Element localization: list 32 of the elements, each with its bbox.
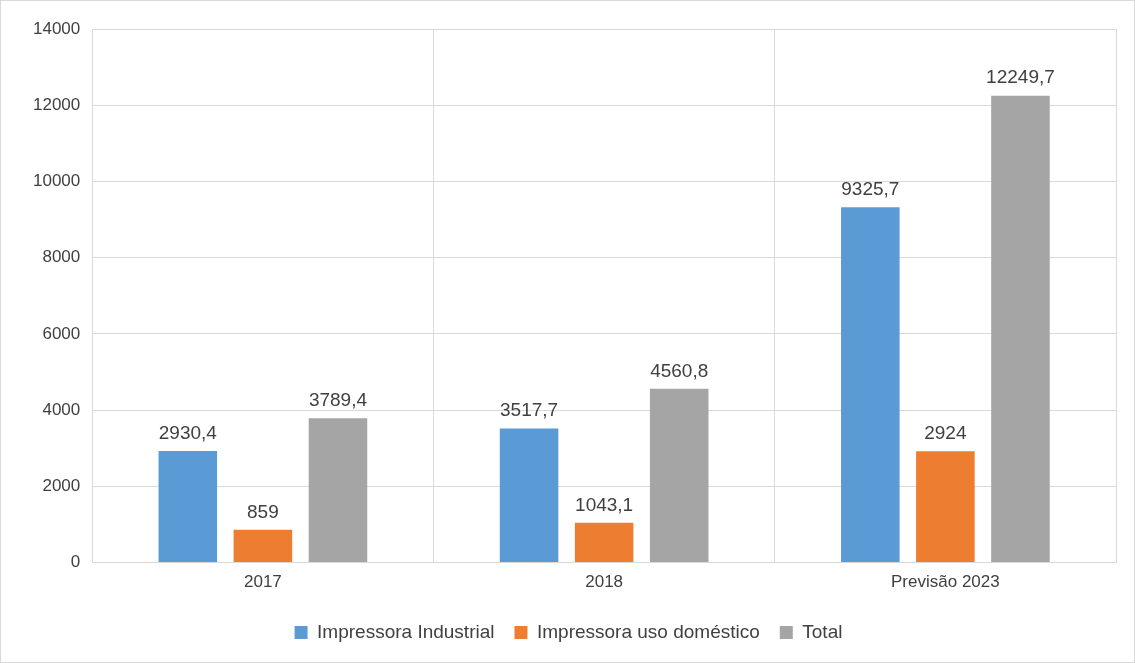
- y-tick-label: 2000: [42, 476, 81, 496]
- x-tick-label: Previsão 2023: [891, 572, 1000, 592]
- bar: [499, 428, 559, 563]
- data-label: 3789,4: [308, 388, 368, 410]
- y-tick-label: 4000: [42, 399, 81, 419]
- bar: [574, 522, 634, 563]
- data-label: 3517,7: [500, 399, 559, 421]
- x-tick-label: 2017: [243, 572, 282, 592]
- bar: [916, 451, 975, 563]
- bar: [991, 95, 1050, 563]
- data-label: 4560,8: [650, 359, 709, 381]
- bar: [308, 418, 368, 563]
- y-tick-label: 12000: [32, 94, 81, 114]
- bar: [841, 207, 900, 563]
- data-label: 2930,4: [158, 421, 218, 443]
- legend-label: Total: [802, 620, 843, 642]
- bar: [233, 529, 293, 563]
- legend-label: Impressora uso doméstico: [536, 620, 760, 642]
- x-tick-label: 2018: [585, 572, 624, 592]
- y-tick-label: 14000: [32, 18, 81, 38]
- y-tick-label: 10000: [32, 171, 81, 191]
- data-label: 12249,7: [986, 66, 1055, 88]
- bar: [649, 388, 709, 563]
- y-tick-label: 6000: [42, 323, 81, 343]
- data-label: 1043,1: [575, 493, 634, 515]
- data-label: 9325,7: [841, 177, 900, 199]
- data-label: 2924: [924, 421, 967, 443]
- legend-label: Impressora Industrial: [317, 620, 495, 642]
- data-label: 859: [247, 500, 279, 522]
- y-tick-label: 8000: [42, 247, 81, 267]
- y-tick-label: 0: [70, 552, 81, 572]
- bar: [158, 450, 218, 563]
